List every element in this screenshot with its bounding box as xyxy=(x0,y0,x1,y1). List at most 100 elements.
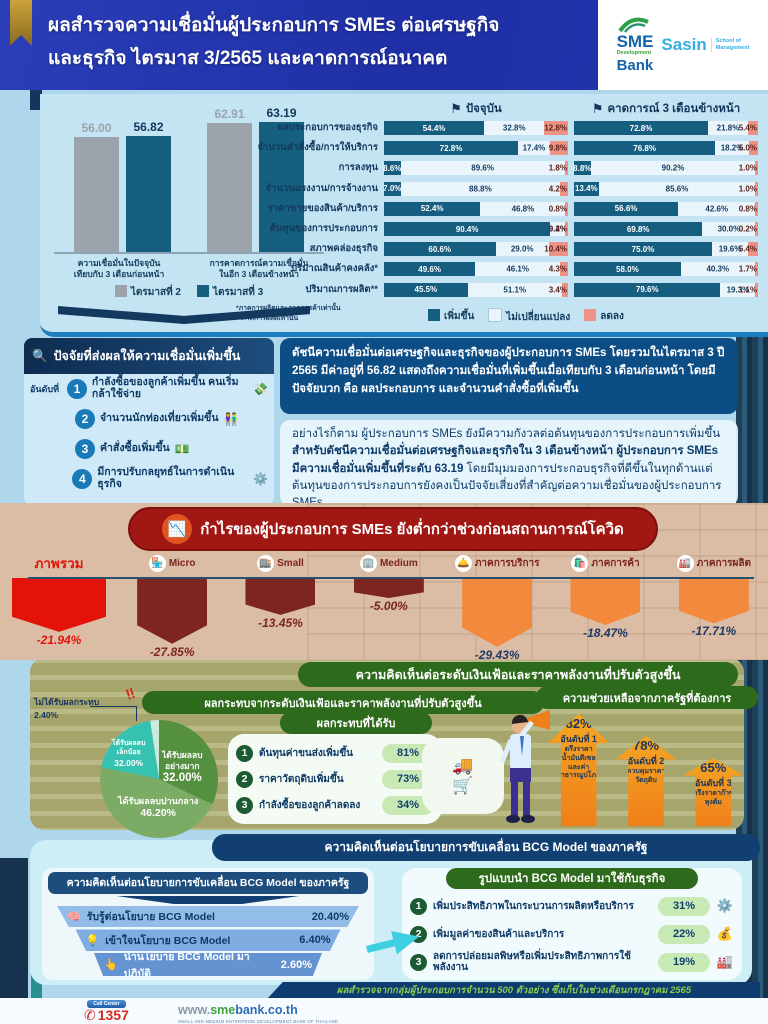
profit-category: 🏬 Small xyxy=(257,551,304,575)
truck-icon: 🚚 xyxy=(452,755,474,775)
factors-list: อันดับที่ 1 กำลังซื้อของลูกค้าเพิ่มขึ้น … xyxy=(24,374,274,494)
bar-segment-s2: 32.8% xyxy=(484,121,545,136)
bar-segment-s1: 76.8% xyxy=(574,141,716,156)
confidence-row: ราคาขายของสินค้า/บริการ 52.4% 46.8% 0.8% 5… xyxy=(236,199,762,219)
profit-column: 🏬 Small -13.45% xyxy=(226,551,334,662)
footnote-2: **ภาคการผลิตเท่านั้น xyxy=(236,315,299,323)
current-stacked-bar: 7.0% 88.8% 4.2% xyxy=(383,181,568,196)
goods-icons: 🚚 🛒 xyxy=(422,738,504,814)
current-stacked-bar: 49.6% 46.1% 4.3% xyxy=(384,262,568,277)
bar-segment-s3: 4.2% xyxy=(549,181,568,196)
bank-tagline: SMALL AND MEDIUM ENTERPRISE DEVELOPMENT … xyxy=(178,1019,339,1024)
bar-segment-s3: 10.4% xyxy=(544,242,568,257)
index-chart-legend: ไตรมาสที่ 2 ไตรมาสที่ 3 xyxy=(54,285,324,300)
row-label: ผลประกอบการของธุรกิจ xyxy=(277,122,378,134)
bar-segment-s2: 9.2% xyxy=(549,222,567,237)
pie-label-moderate: ได้รับผลลบปานกลาง 46.20% xyxy=(118,796,199,820)
inflation-section: ความคิดเห็นต่อระดับเงินเฟ้อและราคาพลังงา… xyxy=(30,658,758,838)
aid-column: 82% อันดับที่ 1 ตรึงราคา น้ำมันดีเซล และ… xyxy=(548,714,610,826)
factor-icon: ⚙️ xyxy=(253,472,268,486)
column-header-current: ⚑ ปัจจุบัน xyxy=(450,101,502,116)
bar-segment-s2: 89.6% xyxy=(400,161,565,176)
profit-category: 🛎️ ภาคการบริการ xyxy=(454,551,540,575)
confidence-rows: ผลประกอบการของธุรกิจ 54.4% 32.8% 12.8% 72.… xyxy=(236,118,762,300)
bar-segment-s2: 46.8% xyxy=(480,201,566,216)
legend-q2: ไตรมาสที่ 2 xyxy=(114,285,181,300)
header: ผลสำรวจความเชื่อมั่นผู้ประกอบการ SMEs ต่… xyxy=(0,0,768,90)
row-label: จำนวนแรงงาน/การจ้างงาน xyxy=(265,182,378,194)
category-label: ภาคการบริการ xyxy=(474,557,540,569)
aid-rank: อันดับที่ 2 xyxy=(627,756,665,766)
sasin-logo-sub: School of Management xyxy=(710,37,749,53)
bar-segment-s1: 54.4% xyxy=(384,121,485,136)
bar-segment-s1: 69.8% xyxy=(574,222,703,237)
stacked-bar-legend: เพิ่มขึ้น ไม่เปลี่ยนแปลง ลดลง xyxy=(428,308,624,325)
usage-text: ลดการปล่อยมลพิษหรือเพิ่มประสิทธิภาพการใช… xyxy=(433,951,631,973)
forecast-stacked-bar: 13.4% 85.6% 1.0% xyxy=(574,181,758,196)
aid-description: ควบคุมราคา วัตถุดิบ xyxy=(626,768,666,784)
category-label: ภาคการผลิต xyxy=(696,557,752,569)
confidence-row: การลงทุน 8.6% 89.6% 1.8% 8.8% 90.2% 1.0% xyxy=(236,158,762,178)
page-title: ผลสำรวจความเชื่อมั่นผู้ประกอบการ SMEs ต่… xyxy=(48,9,598,76)
para2-part-a: อย่างไรก็ตาม ผู้ประกอบการ SMEs ยังมีความ… xyxy=(292,428,721,440)
factor-number-badge: 1 xyxy=(66,379,87,399)
row-label: สภาพคล่องธุรกิจ xyxy=(309,243,378,255)
q2-value-label: 56.00 xyxy=(81,121,112,136)
profit-column: 🛎️ ภาคการบริการ -29.43% xyxy=(443,551,551,662)
down-arrow xyxy=(12,578,106,632)
bar-segment-s2: 42.6% xyxy=(678,201,756,216)
row-label: ปริมาณสินค้าคงคลัง* xyxy=(290,263,378,275)
bar-segment-s2: 30.0% xyxy=(702,222,756,237)
bar-segment-s2: 46.1% xyxy=(475,262,561,277)
phone-number: 1357 xyxy=(97,1007,129,1023)
page-title-line1: ผลสำรวจความเชื่อมั่นผู้ประกอบการ SMEs ต่… xyxy=(48,15,500,36)
usage-text: เพิ่มมูลค่าของสินค้าและบริการ xyxy=(433,928,565,940)
pie-label-severe: ได้รับผลลบ อย่างมาก 32.00% xyxy=(162,750,203,785)
factor-item: อันดับที่ 4 มีการปรับกลยุทธ์ในการดำเนินธ… xyxy=(24,464,274,494)
factor-item: อันดับที่ 3 คำสั่งซื้อเพิ่มขึ้น 💵 xyxy=(24,434,274,464)
bar-segment-s2: 88.8% xyxy=(400,181,561,196)
bar-segment-s2: 19.3% xyxy=(720,282,756,297)
row-label: ต้นทุนของการประกอบการ xyxy=(269,223,378,235)
building-silhouette-left xyxy=(0,858,28,1004)
bar-segment-s1: 75.0% xyxy=(574,242,712,257)
factor-icon: 💵 xyxy=(174,442,190,456)
funnel-text: เข้าใจนโยบาย BCG Model xyxy=(105,934,231,947)
flag-icon: ⚑ xyxy=(591,101,604,116)
legend-decrease: ลดลง xyxy=(584,309,624,324)
down-arrow xyxy=(678,578,749,624)
bar-segment-s3: 0.8% xyxy=(739,201,758,216)
bar-segment-s3: 3.4% xyxy=(549,282,568,297)
factors-title: ปัจจัยที่ส่งผลให้ความเชื่อมั่นเพิ่มขึ้น xyxy=(53,349,241,363)
row-label: ราคาขายของสินค้า/บริการ xyxy=(267,202,378,214)
funnel-icon: 💡 xyxy=(85,934,100,947)
bar-segment-s2: 17.4% xyxy=(517,141,550,156)
bar-segment-s3: 0.4% xyxy=(549,222,568,237)
aid-description: ตรึงราคา น้ำมันดีเซล และค่า สาธารณูปโภค xyxy=(556,746,601,780)
bar-segment-s3: 0.2% xyxy=(739,222,758,237)
category-icon: 🛍️ xyxy=(571,554,589,572)
aid-column: 78% อันดับที่ 2 ควบคุมราคา วัตถุดิบ xyxy=(615,736,677,826)
usage-item: 3 ลดการปล่อยมลพิษหรือเพิ่มประสิทธิภาพการ… xyxy=(410,948,734,976)
confidence-row: ปริมาณสินค้าคงคลัง* 49.6% 46.1% 4.3% 58.0%… xyxy=(236,259,762,279)
down-arrow xyxy=(353,578,424,598)
factors-card: 🔍 ปัจจัยที่ส่งผลให้ความเชื่อมั่นเพิ่มขึ้… xyxy=(24,338,274,505)
profit-change-value: -13.45% xyxy=(258,615,303,630)
bar-segment-s2: 19.6% xyxy=(712,242,749,257)
profit-column: 🏪 Micro -27.85% xyxy=(118,551,226,662)
bar-segment-s3: 1.0% xyxy=(739,161,758,176)
factor-text: มีการปรับกลยุทธ์ในการดำเนินธุรกิจ xyxy=(97,466,235,490)
website[interactable]: www.smebank.co.th SMALL AND MEDIUM ENTER… xyxy=(178,1003,339,1024)
bar-segment-s1: 52.4% xyxy=(384,201,481,216)
factor-icon: 💸 xyxy=(253,382,268,396)
sme-logo-text: SME xyxy=(616,32,654,52)
bcg-funnel-card: ความคิดเห็นต่อนโยบายการขับเคลื่อน BCG Mo… xyxy=(42,868,374,980)
baseline xyxy=(28,577,754,579)
bar-segment-s1: 72.8% xyxy=(384,141,518,156)
current-stacked-bar: 54.4% 32.8% 12.8% xyxy=(384,121,568,136)
sasin-logo: Sasin School of Management xyxy=(661,35,749,55)
confidence-row: ต้นทุนของการประกอบการ 90.4% 9.2% 0.4% 69.8… xyxy=(236,219,762,239)
call-center-chip: Call Center xyxy=(87,1000,126,1008)
survey-footnote: ผลสำรวจจากกลุ่มผู้ประกอบการจำนวน 500 ตัว… xyxy=(268,982,760,998)
